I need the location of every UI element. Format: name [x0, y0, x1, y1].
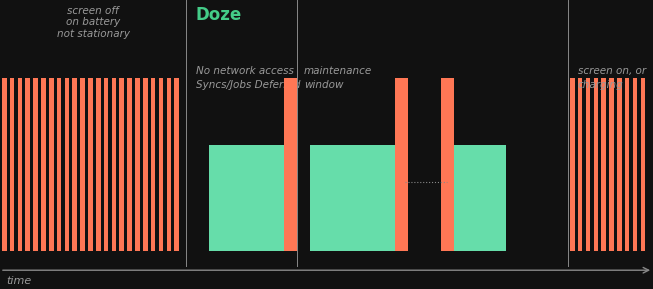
Bar [25, 78, 30, 251]
Bar [167, 78, 171, 251]
Bar [310, 144, 395, 251]
Bar [104, 78, 108, 251]
Bar [625, 78, 629, 251]
Text: maintenance
window: maintenance window [304, 66, 372, 90]
Bar [72, 78, 77, 251]
Bar [127, 78, 132, 251]
Bar [451, 144, 506, 251]
Bar [594, 78, 598, 251]
Bar [33, 78, 38, 251]
Bar [41, 78, 46, 251]
Bar [80, 78, 85, 251]
Bar [570, 78, 575, 251]
Bar [151, 78, 155, 251]
Bar [135, 78, 140, 251]
Bar [633, 78, 637, 251]
Bar [601, 78, 606, 251]
Text: time: time [7, 276, 32, 286]
Bar [284, 78, 297, 251]
Bar [57, 78, 61, 251]
Bar [159, 78, 163, 251]
Bar [96, 78, 101, 251]
Bar [174, 78, 179, 251]
Bar [49, 78, 54, 251]
Bar [65, 78, 69, 251]
Text: screen on, or
charging: screen on, or charging [578, 66, 646, 90]
Text: Doze: Doze [196, 6, 242, 24]
Bar [578, 78, 582, 251]
Bar [2, 78, 7, 251]
Bar [395, 78, 408, 251]
Bar [609, 78, 614, 251]
Bar [641, 78, 645, 251]
Text: No network access
Syncs/Jobs Deferred: No network access Syncs/Jobs Deferred [196, 66, 300, 90]
Bar [112, 78, 116, 251]
Bar [586, 78, 590, 251]
Bar [18, 78, 22, 251]
Bar [10, 78, 14, 251]
Bar [209, 144, 284, 251]
Bar [88, 78, 93, 251]
Bar [441, 78, 454, 251]
Text: screen off
on battery
not stationary: screen off on battery not stationary [57, 6, 129, 39]
Bar [143, 78, 148, 251]
Bar [119, 78, 124, 251]
Bar [617, 78, 622, 251]
